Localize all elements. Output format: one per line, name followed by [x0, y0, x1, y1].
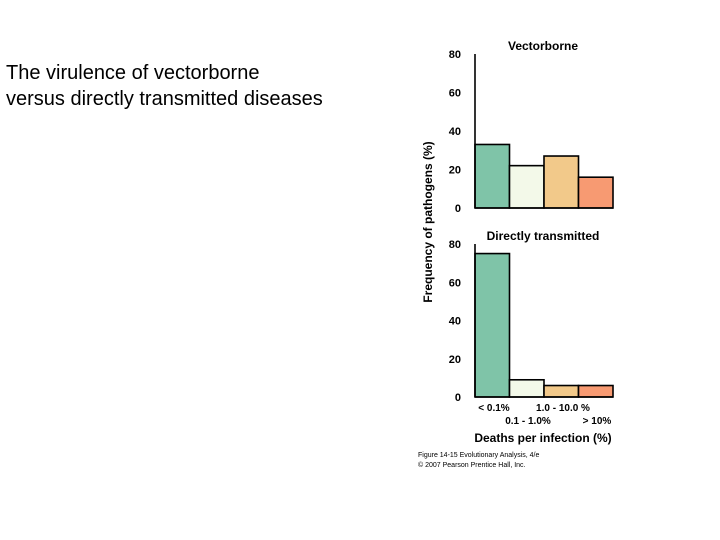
y-tick-label: 80 — [449, 239, 461, 251]
bar-1-4 — [577, 176, 614, 209]
x-tick-label: < 0.1% — [478, 403, 510, 414]
y-axis-label: Frequency of pathogens (%) — [421, 141, 435, 302]
bar-2-3 — [543, 384, 580, 398]
chart-title-1: Vectorborne — [508, 39, 578, 53]
x-tick-label: 1.0 - 10.0 % — [536, 403, 590, 414]
x-tick-label: > 10% — [583, 416, 612, 427]
y-tick-label: 40 — [449, 316, 461, 328]
slide-title-line-1: The virulence of vectorborne — [6, 62, 260, 84]
y-tick-label: 0 — [455, 392, 461, 404]
slide-title-line-2: versus directly transmitted diseases — [6, 88, 323, 110]
y-tick-label: 80 — [449, 49, 461, 61]
y-tick-label: 60 — [449, 277, 461, 289]
figure-caption: Figure 14-15 Evolutionary Analysis, 4/e — [418, 452, 540, 459]
y-tick-label: 0 — [455, 203, 461, 215]
y-tick-label: 40 — [449, 126, 461, 138]
slide-title: The virulence of vectorborne versus dire… — [6, 60, 426, 112]
figure-copyright: © 2007 Pearson Prentice Hall, Inc. — [418, 462, 526, 469]
bar-2-4 — [577, 384, 614, 398]
bar-1-1 — [474, 143, 511, 209]
y-tick-label: 20 — [449, 354, 461, 366]
y-tick-label: 60 — [449, 88, 461, 100]
y-tick-label: 20 — [449, 165, 461, 177]
bar-1-2 — [508, 164, 545, 209]
chart-title-2: Directly transmitted — [487, 229, 600, 243]
x-tick-label: 0.1 - 1.0% — [505, 416, 551, 427]
bar-2-2 — [508, 378, 545, 398]
x-axis-label: Deaths per infection (%) — [474, 431, 611, 445]
bar-1-3 — [543, 155, 580, 209]
bar-2-1 — [474, 252, 511, 398]
